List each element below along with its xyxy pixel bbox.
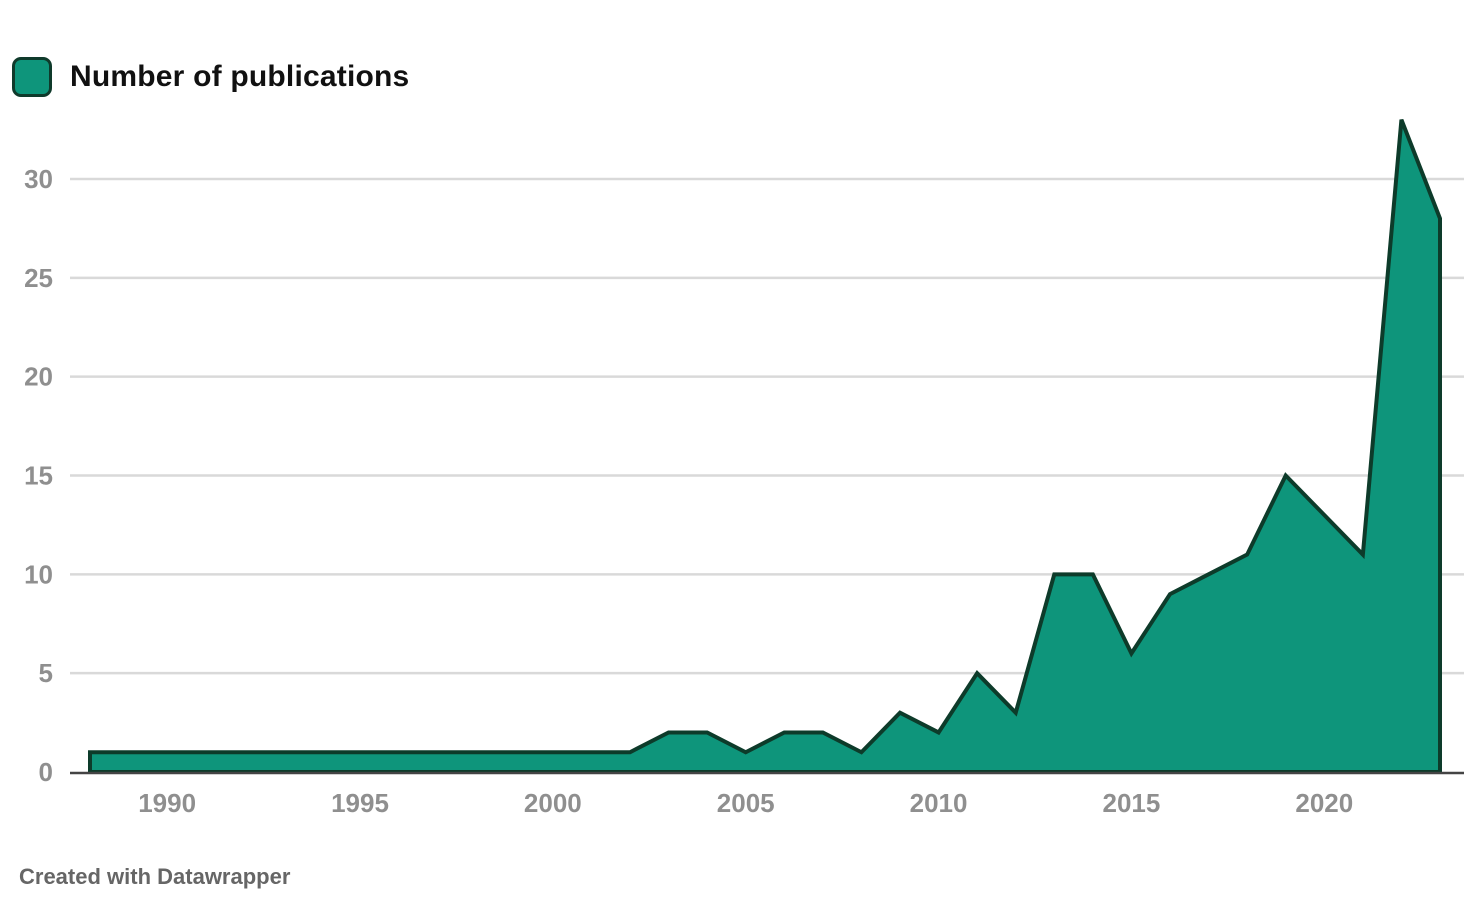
y-tick-label-10: 10 xyxy=(24,559,53,589)
series-area-number-of-publications xyxy=(88,118,1442,774)
gridlines xyxy=(70,177,1464,675)
y-tick-label-15: 15 xyxy=(24,461,53,491)
y-tick-label-0: 0 xyxy=(39,757,53,787)
y-tick-label-30: 30 xyxy=(24,164,53,194)
y-tick-label-25: 25 xyxy=(24,263,53,293)
x-tick-label-1990: 1990 xyxy=(138,788,196,818)
x-tick-label-1995: 1995 xyxy=(331,788,389,818)
x-tick-label-2005: 2005 xyxy=(717,788,775,818)
axis-layer: 0 5 10 15 20 25 30 1990 1995 2000 2005 2010 2015 2020 xyxy=(24,164,1464,818)
x-tick-label-2000: 2000 xyxy=(524,788,582,818)
x-tick-label-2010: 2010 xyxy=(910,788,968,818)
x-tick-label-2020: 2020 xyxy=(1295,788,1353,818)
x-tick-label-2015: 2015 xyxy=(1103,788,1161,818)
legend-label-number-of-publications: Number of publications xyxy=(70,60,410,93)
footer-credit: Created with Datawrapper xyxy=(19,864,291,889)
y-tick-label-5: 5 xyxy=(39,658,53,688)
legend-swatch-number-of-publications xyxy=(12,57,52,97)
chart-legend: Number of publications xyxy=(12,55,409,99)
data-area-layer xyxy=(88,118,1442,774)
y-tick-label-20: 20 xyxy=(24,362,53,392)
